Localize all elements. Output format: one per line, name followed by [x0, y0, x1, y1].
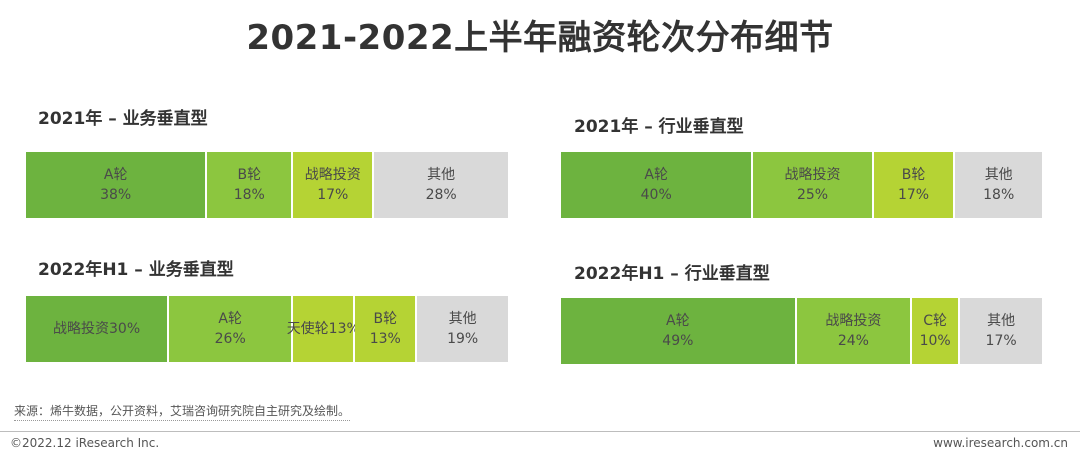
segment-value: 18%	[983, 187, 1015, 203]
segment-value: 38%	[100, 187, 132, 203]
segment-category: B轮	[901, 167, 926, 183]
segment-label: 天使轮13%	[286, 321, 360, 337]
bar-segment: A轮 49%	[561, 298, 797, 364]
bar-segment: 其他 18%	[955, 152, 1042, 218]
segment-category: B轮	[237, 167, 262, 183]
segment-value: 24%	[837, 333, 869, 349]
bar-segment: A轮 40%	[561, 152, 754, 218]
segment-value: 25%	[796, 187, 829, 203]
bar-segment: C轮 10%	[912, 298, 961, 364]
stacked-bar-2021-industry: A轮 40% 战略投资 25% B轮 17% 其他 18%	[561, 152, 1042, 218]
segment-category: 其他	[984, 167, 1013, 183]
source-note: 来源：烯牛数据，公开资料，艾瑞咨询研究院自主研究及绘制。	[14, 402, 351, 421]
segment-category: 其他	[448, 311, 477, 327]
bar-segment: B轮 18%	[207, 152, 294, 218]
segment-category: B轮	[373, 311, 398, 327]
segment-value: 13%	[369, 331, 401, 347]
segment-value: 10%	[919, 333, 951, 349]
segment-category: A轮	[644, 167, 668, 183]
segment-label: 战略投资30%	[53, 321, 141, 337]
segment-value: 17%	[317, 187, 349, 203]
stacked-bar-2022h1-industry: A轮 49% 战略投资 24% C轮 10% 其他 17%	[561, 298, 1042, 364]
segment-value: 17%	[985, 333, 1017, 349]
panel-title-2022h1-business: 2022年H1 – 业务垂直型	[38, 260, 234, 280]
bar-segment: B轮 17%	[873, 152, 956, 218]
bar-segment: 其他 17%	[960, 298, 1042, 364]
segment-category: 战略投资	[784, 167, 841, 183]
bar-segment: 战略投资30%	[26, 296, 170, 362]
panel-title-2022h1-industry: 2022年H1 – 行业垂直型	[574, 264, 770, 284]
segment-category: 其他	[427, 167, 456, 183]
bar-segment: A轮 26%	[169, 296, 294, 362]
segment-value: 40%	[640, 187, 672, 203]
segment-value: 17%	[897, 187, 930, 203]
bar-segment: B轮 13%	[355, 296, 418, 362]
segment-value: 28%	[425, 187, 457, 203]
bar-segment: 战略投资 25%	[753, 152, 874, 218]
footer-divider	[0, 431, 1080, 432]
stacked-bar-2021-business: A轮 38% B轮 18% 战略投资 17% 其他 28%	[26, 152, 508, 218]
bar-segment: 天使轮13%	[287, 296, 360, 362]
segment-category: C轮	[923, 313, 948, 329]
segment-category: A轮	[666, 313, 690, 329]
stacked-bar-2022h1-business: 战略投资30% A轮 26% 天使轮13% B轮 13% 其他 19%	[26, 296, 508, 362]
segment-value: 18%	[233, 187, 265, 203]
website-link[interactable]: www.iresearch.com.cn	[933, 436, 1068, 450]
segment-category: A轮	[218, 311, 242, 327]
panel-title-2021-business: 2021年 – 业务垂直型	[38, 109, 208, 129]
page-title: 2021-2022上半年融资轮次分布细节	[246, 18, 834, 58]
segment-value: 49%	[662, 333, 694, 349]
copyright: ©2022.12 iResearch Inc.	[10, 436, 160, 450]
bar-segment: 其他 28%	[374, 152, 508, 218]
panel-title-2021-industry: 2021年 – 行业垂直型	[574, 117, 744, 137]
segment-value: 26%	[214, 331, 246, 347]
bar-segment: 战略投资 24%	[796, 298, 913, 364]
segment-category: 其他	[987, 313, 1016, 329]
segment-value: 19%	[447, 331, 479, 347]
bar-segment: 其他 19%	[417, 296, 508, 362]
segment-category: 战略投资	[304, 167, 361, 183]
bar-segment: A轮 38%	[26, 152, 208, 218]
bar-segment: 战略投资 17%	[293, 152, 375, 218]
segment-category: 战略投资	[825, 313, 882, 329]
segment-category: A轮	[103, 167, 128, 183]
